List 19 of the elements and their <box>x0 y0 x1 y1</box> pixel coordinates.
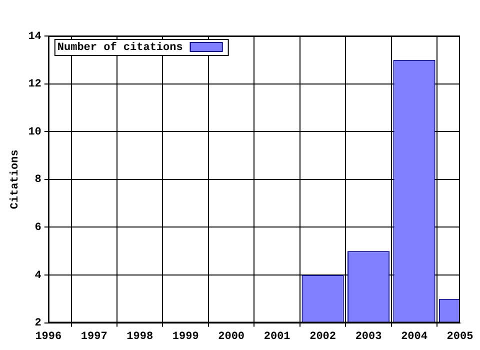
x-tick-label: 2005 <box>446 331 474 344</box>
y-tick-label: 2 <box>34 318 42 330</box>
x-tick-label: 2000 <box>218 331 245 344</box>
x-tick-label: 1997 <box>80 331 108 344</box>
y-tick-label: 12 <box>28 78 42 91</box>
y-tick-label: 10 <box>28 126 42 138</box>
x-tick-label: 2003 <box>355 331 382 344</box>
legend-label: Number of citations <box>57 40 183 54</box>
y-axis-title: Citations <box>9 150 22 210</box>
x-tick-label: 1999 <box>172 331 199 344</box>
y-tick-label: 8 <box>34 174 42 186</box>
x-tick-label: 2002 <box>310 331 336 344</box>
x-tick-label: 2001 <box>264 331 291 344</box>
y-tick-label: 4 <box>34 270 42 282</box>
x-tick-label: 1996 <box>35 331 62 344</box>
y-tick-label: 6 <box>34 222 42 234</box>
x-tick-label: 2004 <box>401 331 428 344</box>
x-tick-label: 1998 <box>126 331 154 344</box>
y-tick-label: 14 <box>28 30 42 43</box>
